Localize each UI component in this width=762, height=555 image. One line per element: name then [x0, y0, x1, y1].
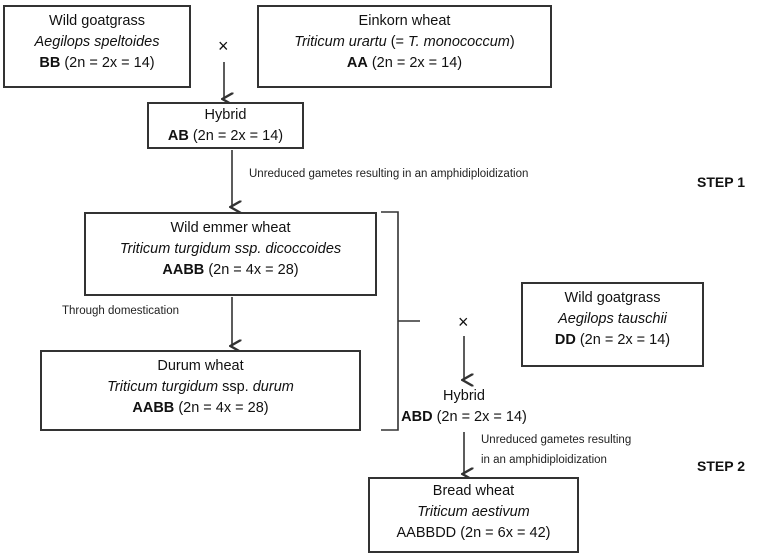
cross-symbol: × [458, 312, 469, 332]
node-genome: AB [167, 128, 189, 144]
node-species: Aegilops speltoides [34, 34, 160, 50]
step-label: STEP 2 [697, 458, 745, 474]
node-species: durum [252, 379, 294, 395]
node-species: ) [509, 34, 515, 50]
annotation: Unreduced gametes resulting [481, 434, 632, 446]
node-box: Durum wheat Triticum turgidum ssp. durum… [40, 350, 361, 431]
node-ploidy: (2n = 2x = 14) [579, 332, 671, 348]
node-species: T. monococcum [408, 34, 510, 50]
node-genome: AABB [162, 262, 205, 278]
node-ploidy: (2n = 2x = 14) [64, 55, 155, 71]
node-ploidy: (2n = 6x = 42) [460, 525, 551, 541]
node-genome: ABD [401, 409, 433, 425]
node-box: Einkorn wheat Triticum urartu (= T. mono… [257, 5, 552, 88]
node-species: Triticum turgidum [107, 379, 219, 395]
node-box: Wild emmer wheat Triticum turgidum ssp. … [84, 212, 377, 296]
annotation: Unreduced gametes resulting in an amphid… [249, 168, 529, 180]
node-title: Durum wheat [157, 358, 244, 374]
node-species: ssp. [222, 379, 249, 395]
cross-symbol: × [218, 36, 229, 56]
node-genome: AABBDD [396, 525, 457, 541]
annotation: Through domestication [62, 305, 179, 317]
step-label: STEP 1 [697, 174, 745, 190]
node-genome: DD [554, 332, 576, 348]
node-species: Triticum turgidum ssp. dicoccoides [119, 241, 342, 257]
node-box: Wild goatgrass Aegilops speltoides BB (2… [3, 5, 191, 88]
annotation: in an amphidiploidization [481, 454, 607, 466]
bracket [381, 211, 420, 431]
node-title: Hybrid [204, 107, 247, 123]
node-genome: AABB [132, 400, 175, 416]
node-species: Triticum aestivum [417, 504, 530, 520]
node-title: Wild emmer wheat [170, 220, 291, 236]
node-box: Wild goatgrass Aegilops tauschii DD (2n … [521, 282, 704, 367]
node-ploidy: (2n = 4x = 28) [208, 262, 299, 278]
node-species: (= [390, 34, 405, 50]
node-title: Hybrid [443, 388, 485, 404]
node-title: Wild goatgrass [49, 13, 145, 29]
node-genome: AA [346, 55, 368, 71]
node-title: Einkorn wheat [358, 13, 451, 29]
node-title: Wild goatgrass [564, 290, 661, 306]
node-box: Hybrid AB (2n = 2x = 14) [147, 102, 304, 149]
node-ploidy: (2n = 4x = 28) [178, 400, 269, 416]
node-text: Hybrid ABD (2n = 2x = 14) [384, 386, 544, 428]
node-ploidy: (2n = 2x = 14) [436, 409, 527, 425]
node-ploidy: (2n = 2x = 14) [371, 55, 463, 71]
node-ploidy: (2n = 2x = 14) [192, 128, 284, 144]
node-box: Bread wheat Triticum aestivum AABBDD (2n… [368, 477, 579, 553]
node-title: Bread wheat [432, 483, 515, 499]
node-genome: BB [39, 55, 61, 71]
node-species: Triticum urartu [294, 34, 387, 50]
node-species: Aegilops tauschii [558, 311, 667, 327]
